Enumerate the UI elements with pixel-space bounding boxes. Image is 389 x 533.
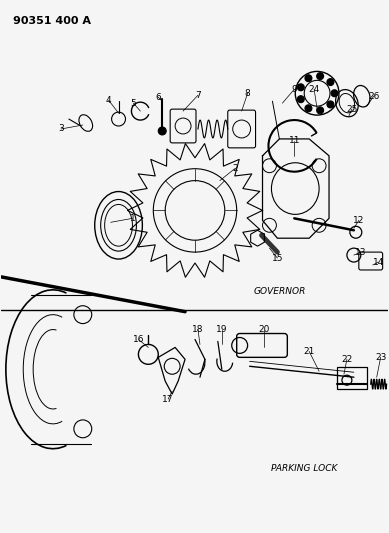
Text: 11: 11 [289,136,300,146]
Circle shape [317,107,324,114]
Circle shape [331,90,338,96]
Text: 6: 6 [155,93,161,102]
Text: 22: 22 [341,355,352,364]
Circle shape [297,96,304,103]
Text: 2: 2 [232,164,238,173]
Circle shape [317,72,324,79]
Circle shape [327,101,334,108]
Text: 4: 4 [106,96,111,104]
Text: 26: 26 [368,92,379,101]
Text: 17: 17 [163,394,174,403]
Text: GOVERNOR: GOVERNOR [253,287,306,296]
Circle shape [327,78,334,86]
Text: 21: 21 [303,347,315,356]
Text: 1: 1 [130,214,135,223]
Text: 8: 8 [245,89,251,98]
Text: PARKING LOCK: PARKING LOCK [271,464,337,473]
Circle shape [305,75,312,82]
Circle shape [305,105,312,112]
Text: 9: 9 [291,85,297,94]
Text: 90351 400 A: 90351 400 A [13,16,91,26]
Text: 15: 15 [272,254,283,263]
Text: 5: 5 [131,99,136,108]
Text: 13: 13 [355,248,366,256]
Text: 24: 24 [308,85,320,94]
Text: 23: 23 [375,353,386,362]
Text: 19: 19 [216,325,228,334]
Circle shape [297,84,304,91]
Text: 16: 16 [133,335,144,344]
Text: 18: 18 [192,325,204,334]
Text: 25: 25 [346,104,357,114]
Text: 7: 7 [195,91,201,100]
Text: 3: 3 [58,125,64,133]
Circle shape [158,127,166,135]
Text: 20: 20 [259,325,270,334]
Text: 14: 14 [373,257,384,266]
Text: 12: 12 [353,216,364,225]
Bar [337,367,367,389]
